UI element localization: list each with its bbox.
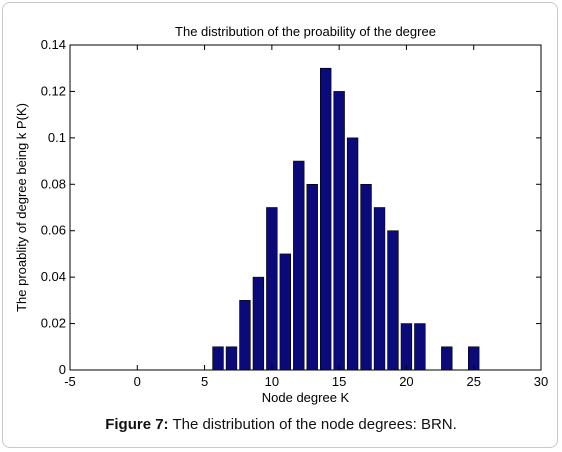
bar-k-23: [441, 346, 453, 371]
x-axis-label: Node degree K: [262, 390, 350, 405]
figure-caption: Figure 7: The distribution of the node d…: [0, 416, 562, 433]
bar-k-8: [239, 300, 251, 371]
bar-k-17: [360, 183, 372, 371]
y-tick-label: 0.08: [41, 176, 66, 191]
bar-k-13: [306, 183, 318, 371]
plot-area: [69, 44, 542, 371]
bar-k-21: [414, 323, 426, 371]
chart-title: The distribution of the proability of th…: [175, 24, 436, 39]
y-axis-label: The proablity of degree being k P(K): [14, 103, 29, 312]
bar-k-14: [320, 67, 332, 371]
bar-k-18: [373, 207, 386, 371]
x-tick-label: 0: [134, 374, 141, 389]
x-tick-label: 15: [332, 374, 346, 389]
x-tick-label: 20: [399, 374, 413, 389]
bar-k-16: [346, 137, 359, 371]
y-tick-label: 0.02: [41, 316, 66, 331]
bar-k-10: [266, 207, 278, 371]
bar-k-7: [225, 346, 238, 371]
bar-k-19: [387, 230, 399, 371]
bar-k-15: [333, 91, 345, 371]
bar-k-20: [400, 323, 413, 371]
x-tick-label: -5: [64, 374, 76, 389]
x-tick-label: 30: [534, 374, 548, 389]
y-tick-label: 0.04: [41, 269, 66, 284]
y-tick-label: 0.12: [41, 83, 66, 98]
y-tick-label: 0.06: [41, 223, 66, 238]
y-tick-label: 0: [59, 362, 66, 377]
bar-k-9: [252, 276, 265, 371]
ticks-group: -5 0 5 10 15 20 25 3000.020.040.060.080.10.120.…: [41, 37, 549, 389]
bar-chart: -5 0 5 10 15 20 25 3000.020.040.060.080.10.120.…: [14, 24, 549, 405]
bar-k-12: [293, 160, 305, 371]
x-tick-label: 25: [466, 374, 480, 389]
x-tick-label: 5: [201, 374, 208, 389]
caption-text: The distribution of the node degrees: BR…: [168, 416, 457, 433]
x-tick-label: 10: [265, 374, 279, 389]
y-tick-label: 0.14: [41, 37, 66, 52]
bar-k-6: [212, 346, 224, 371]
bar-k-11: [279, 253, 291, 371]
caption-label: Figure 7:: [105, 416, 169, 433]
y-tick-label: 0.1: [48, 130, 66, 145]
